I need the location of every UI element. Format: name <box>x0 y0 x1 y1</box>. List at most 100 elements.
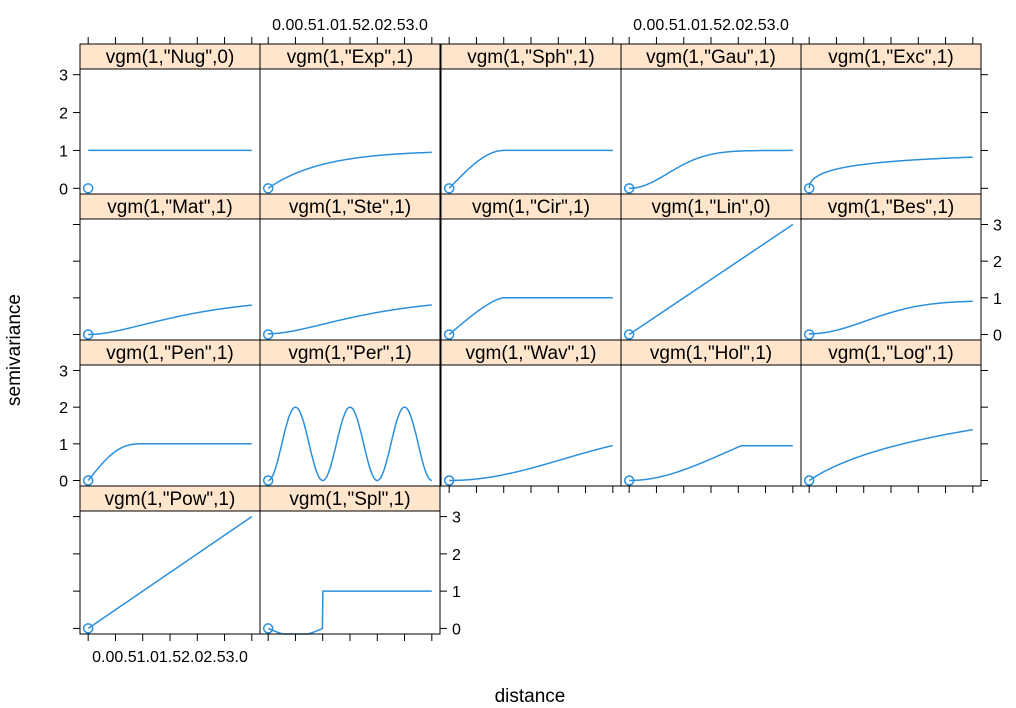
panel-pen: vgm(1,"Pen",1) <box>79 339 261 487</box>
panel-frame-gau <box>620 68 802 195</box>
curve-lin <box>628 223 794 336</box>
x-tick-labels-top-col1: 0.00.51.01.52.02.53.0 <box>272 17 428 34</box>
curve-cir <box>448 297 613 336</box>
panel-frame-log <box>800 364 982 487</box>
panel-frame-exp <box>259 68 441 195</box>
strip-hol <box>620 339 802 366</box>
strip-exc <box>800 43 982 70</box>
strip-title-cir: vgm(1,"Cir",1) <box>472 197 590 218</box>
panel-per: vgm(1,"Per",1) <box>259 339 441 487</box>
y-tick-label-left-row2-2: 2 <box>59 400 68 417</box>
panel-frame-sph <box>440 68 622 195</box>
panel-log: vgm(1,"Log",1) <box>800 339 982 487</box>
origin-point-lin <box>623 329 635 340</box>
strip-title-log: vgm(1,"Log",1) <box>828 343 953 364</box>
panel-wav: vgm(1,"Wav",1) <box>440 339 622 487</box>
y-tick-label-right-row3-3: 3 <box>452 510 461 527</box>
strip-title-per: vgm(1,"Per",1) <box>288 343 411 364</box>
strip-bes <box>800 193 982 220</box>
curve-ste <box>267 304 432 335</box>
strip-exp <box>259 43 441 70</box>
strip-title-ste: vgm(1,"Ste",1) <box>289 197 411 218</box>
panel-mat: vgm(1,"Mat",1) <box>79 193 261 341</box>
panel-frame-nug <box>79 68 261 195</box>
origin-point-hol <box>623 475 635 486</box>
origin-point-wav <box>443 475 455 486</box>
origin-point-pow <box>82 623 94 634</box>
origin-point-gau <box>623 183 635 194</box>
strip-title-pen: vgm(1,"Pen",1) <box>106 343 234 364</box>
origin-point-exp <box>262 183 274 194</box>
curve-spl <box>267 590 432 635</box>
origin-point-pen <box>82 475 94 486</box>
origin-point-log <box>803 475 815 486</box>
panel-frame-exc <box>800 68 982 195</box>
origin-point-ste <box>262 329 274 340</box>
y-tick-label-left-row0-1: 1 <box>59 143 68 160</box>
strip-pen <box>79 339 261 366</box>
y-tick-label-left-row0-3: 3 <box>59 68 68 85</box>
curve-per <box>268 406 432 482</box>
strip-log <box>800 339 982 366</box>
panel-frame-pen <box>79 364 261 487</box>
curve-gau <box>629 149 793 190</box>
x-axis-title: distance <box>495 686 566 707</box>
strip-wav <box>440 339 622 366</box>
curve-bes <box>808 300 973 335</box>
strip-title-hol: vgm(1,"Hol",1) <box>650 343 772 364</box>
y-tick-label-left-row2-0: 0 <box>59 474 68 491</box>
strip-title-exc: vgm(1,"Exc",1) <box>828 47 953 68</box>
strip-title-gau: vgm(1,"Gau",1) <box>646 47 776 68</box>
strip-title-pow: vgm(1,"Pow",1) <box>105 489 236 510</box>
strip-spl <box>259 485 441 512</box>
y-tick-label-right-row1-1: 1 <box>993 291 1002 308</box>
y-tick-label-right-row1-3: 3 <box>993 218 1002 235</box>
y-tick-label-left-row0-2: 2 <box>59 106 68 123</box>
y-tick-label-right-row1-0: 0 <box>993 328 1002 345</box>
curve-mat <box>88 304 252 336</box>
y-tick-label-left-row2-3: 3 <box>59 364 68 381</box>
strip-lin <box>620 193 802 220</box>
strip-title-mat: vgm(1,"Mat",1) <box>107 197 232 218</box>
curve-exp <box>267 151 432 189</box>
curve-exc <box>808 156 973 189</box>
panel-frame-mat <box>79 218 261 341</box>
origin-point-sph <box>443 183 455 194</box>
panel-nug: vgm(1,"Nug",0) <box>79 43 261 195</box>
strip-pow <box>79 485 261 512</box>
strip-title-wav: vgm(1,"Wav",1) <box>465 343 596 364</box>
origin-point-exc <box>803 183 815 194</box>
y-axis-title: semivariance <box>4 294 25 406</box>
x-tick-labels-top-col3: 0.00.51.01.52.02.53.0 <box>633 17 789 34</box>
strip-title-bes: vgm(1,"Bes",1) <box>828 197 954 218</box>
panel-ste: vgm(1,"Ste",1) <box>259 193 441 341</box>
curve-hol <box>629 444 793 482</box>
panel-spl: vgm(1,"Spl",1) <box>259 485 441 635</box>
strip-per <box>259 339 441 366</box>
panel-exp: vgm(1,"Exp",1) <box>259 43 441 195</box>
panel-sph: vgm(1,"Sph",1) <box>440 43 622 195</box>
panel-lin: vgm(1,"Lin",0) <box>620 193 802 341</box>
origin-point-cir <box>443 329 455 340</box>
strip-title-spl: vgm(1,"Spl",1) <box>289 489 410 510</box>
origin-point-bes <box>803 329 815 340</box>
y-tick-label-right-row3-1: 1 <box>452 584 461 601</box>
curve-sph <box>448 149 613 189</box>
origin-point-nug <box>82 183 94 194</box>
panel-exc: vgm(1,"Exc",1) <box>800 43 982 195</box>
curve-pen <box>87 443 252 481</box>
y-tick-label-left-row2-1: 1 <box>59 437 68 454</box>
curve-log <box>808 428 973 482</box>
panel-frame-cir <box>440 218 622 341</box>
y-tick-label-right-row1-2: 2 <box>993 254 1002 271</box>
panel-frame-spl <box>259 510 441 635</box>
panel-cir: vgm(1,"Cir",1) <box>440 193 622 341</box>
strip-nug <box>79 43 261 70</box>
panel-frame-bes <box>800 218 982 341</box>
x-tick-labels-bottom3-col0: 0.00.51.01.52.02.53.0 <box>92 649 248 666</box>
panel-frame-hol <box>620 364 802 487</box>
strip-title-lin: vgm(1,"Lin",0) <box>651 197 770 218</box>
strip-title-nug: vgm(1,"Nug",0) <box>106 47 235 68</box>
strip-title-exp: vgm(1,"Exp",1) <box>287 47 413 68</box>
